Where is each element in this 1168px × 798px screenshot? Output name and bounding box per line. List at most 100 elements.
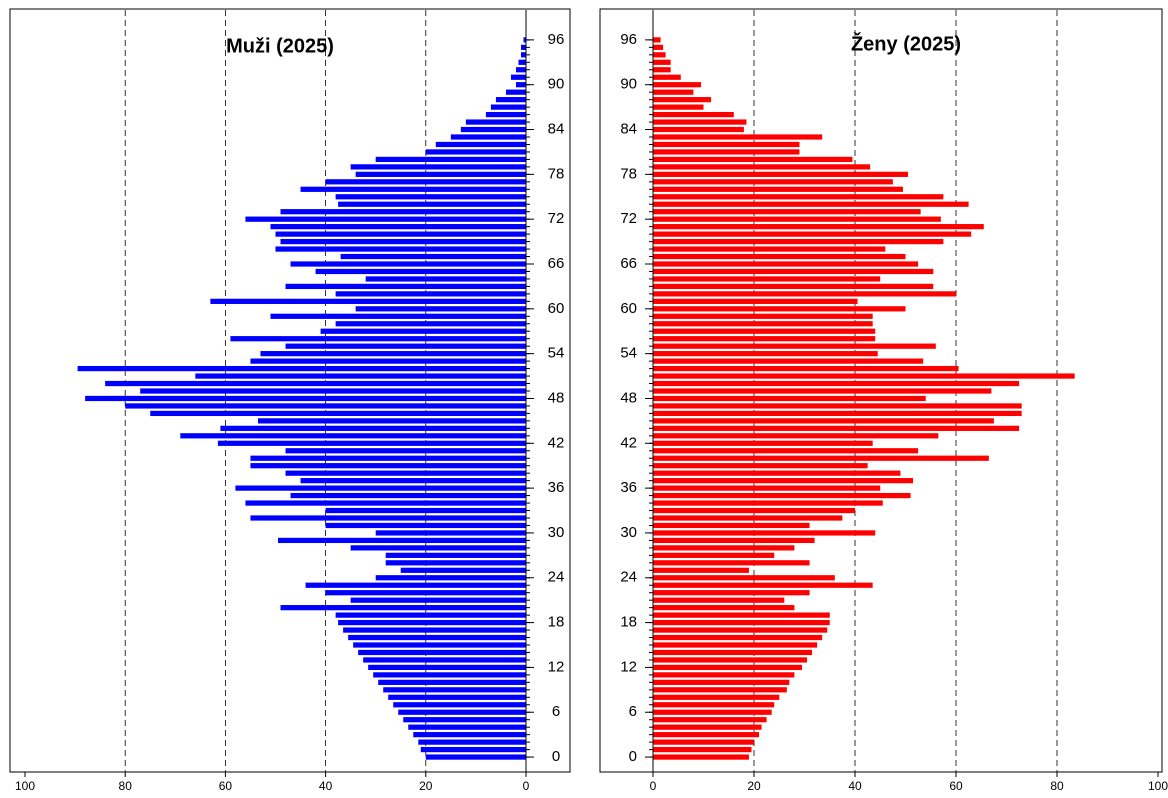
- y-tick-label: 12: [548, 658, 565, 675]
- bar: [653, 171, 909, 177]
- bar: [220, 425, 526, 431]
- bar: [425, 149, 526, 155]
- bar: [653, 268, 934, 275]
- bar: [338, 619, 526, 626]
- bar: [418, 739, 526, 745]
- bar: [653, 351, 878, 357]
- y-tick-label: 54: [548, 345, 565, 362]
- bar: [653, 321, 873, 327]
- bar: [505, 89, 526, 95]
- bar: [490, 104, 526, 110]
- bar: [653, 440, 873, 446]
- bar: [465, 119, 526, 125]
- bar: [653, 179, 893, 185]
- bar: [280, 209, 526, 215]
- x-tick-label: 0: [523, 779, 530, 793]
- bar: [653, 478, 914, 484]
- y-tick-label: 78: [620, 165, 637, 182]
- x-tick-label: 40: [319, 779, 333, 793]
- bar: [653, 149, 800, 155]
- bar: [85, 395, 527, 402]
- y-tick-label: 6: [552, 703, 560, 720]
- bar: [653, 627, 828, 633]
- y-tick-label: 72: [548, 210, 565, 227]
- y-tick-label: 6: [629, 703, 637, 720]
- bar: [653, 597, 785, 603]
- y-tick-label: 24: [548, 569, 565, 586]
- bar: [150, 410, 526, 417]
- bar: [350, 597, 526, 603]
- x-tick-label: 80: [119, 779, 133, 793]
- y-tick-label: 90: [620, 76, 637, 93]
- bar: [290, 261, 526, 267]
- bar: [520, 52, 526, 58]
- panel-frame: [599, 8, 1163, 773]
- bar: [425, 754, 526, 760]
- bar: [355, 171, 526, 177]
- bar: [350, 545, 526, 551]
- bar: [523, 37, 526, 43]
- bar: [653, 253, 906, 260]
- y-tick-label: 48: [620, 389, 637, 406]
- bar: [245, 500, 526, 506]
- bar: [653, 328, 876, 334]
- bar: [653, 485, 881, 491]
- bar: [515, 67, 526, 73]
- bar: [653, 679, 790, 685]
- bar: [300, 478, 526, 484]
- bar: [653, 739, 754, 745]
- y-tick-label: 36: [548, 479, 565, 496]
- bar: [653, 89, 694, 95]
- bar: [230, 336, 526, 342]
- bar: [250, 358, 526, 364]
- y-tick-label: 42: [620, 434, 637, 451]
- bar: [510, 74, 526, 80]
- bar: [335, 194, 526, 200]
- bar: [325, 522, 526, 529]
- y-tick-label: 84: [548, 120, 565, 137]
- bar: [653, 261, 919, 267]
- bar: [653, 365, 959, 372]
- bar: [653, 649, 813, 656]
- bar: [653, 37, 661, 43]
- bar: [653, 575, 835, 581]
- bar: [653, 156, 853, 163]
- bar: [260, 351, 526, 357]
- bar: [653, 52, 666, 58]
- bar: [653, 410, 1022, 417]
- bar: [653, 388, 992, 394]
- y-tick-label: 30: [548, 524, 565, 541]
- bar: [363, 657, 526, 663]
- bar: [335, 612, 526, 618]
- y-tick-label: 90: [548, 76, 565, 93]
- y-tick-label: 66: [548, 255, 565, 272]
- bar: [653, 702, 775, 708]
- bar: [280, 605, 526, 611]
- bar: [325, 590, 526, 596]
- bar: [653, 373, 1075, 379]
- y-tick-label: 30: [620, 524, 637, 541]
- y-tick-label: 24: [620, 569, 637, 586]
- bar: [385, 552, 526, 558]
- bar: [280, 238, 526, 245]
- y-tick-label: 0: [552, 748, 560, 765]
- bar: [515, 82, 526, 88]
- bar: [495, 97, 526, 103]
- bar: [335, 291, 526, 297]
- bar: [653, 313, 873, 319]
- bar: [653, 717, 767, 723]
- bar: [653, 283, 934, 290]
- bar: [275, 246, 526, 252]
- y-tick-label: 42: [548, 434, 565, 451]
- bar: [653, 448, 919, 454]
- bar: [77, 365, 526, 372]
- x-tick-label: 60: [949, 779, 963, 793]
- bar: [325, 507, 526, 514]
- y-tick-label: 66: [620, 255, 637, 272]
- bar: [653, 126, 744, 133]
- bar: [355, 306, 526, 312]
- bar: [250, 463, 526, 469]
- bar: [653, 111, 734, 118]
- bar: [653, 224, 984, 230]
